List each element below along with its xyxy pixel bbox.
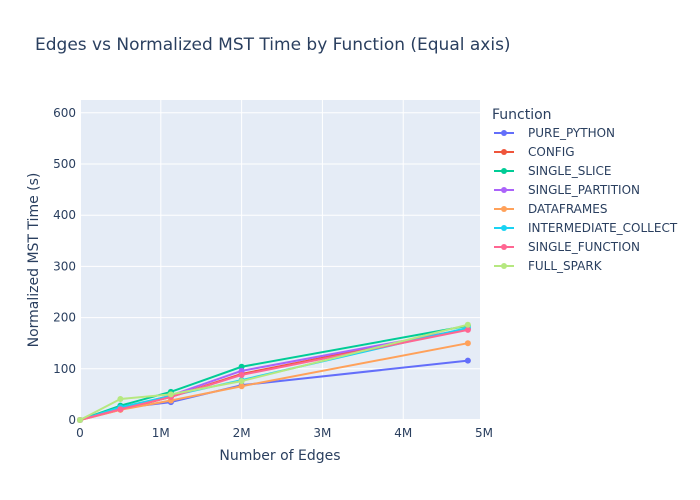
data-point bbox=[117, 396, 124, 403]
legend-label: INTERMEDIATE_COLLECT bbox=[528, 221, 678, 235]
data-point bbox=[238, 371, 245, 378]
legend-item[interactable]: SINGLE_SLICE bbox=[494, 164, 612, 178]
legend-label: PURE_PYTHON bbox=[528, 126, 615, 140]
x-tick-label: 5M bbox=[475, 426, 493, 440]
y-axis-title: Normalized MST Time (s) bbox=[26, 173, 42, 348]
data-point bbox=[464, 321, 471, 328]
x-tick-label: 2M bbox=[233, 426, 251, 440]
legend-label: SINGLE_PARTITION bbox=[528, 183, 640, 197]
legend-item[interactable]: DATAFRAMES bbox=[494, 202, 607, 216]
legend-swatch-marker bbox=[501, 168, 507, 174]
legend-item[interactable]: SINGLE_FUNCTION bbox=[494, 240, 640, 254]
legend-item[interactable]: INTERMEDIATE_COLLECT bbox=[494, 221, 678, 235]
data-point bbox=[117, 406, 124, 413]
y-tick-label: 500 bbox=[53, 157, 76, 171]
data-point bbox=[238, 378, 245, 385]
grid bbox=[79, 100, 485, 421]
x-tick-label: 0 bbox=[76, 426, 84, 440]
data-point bbox=[167, 391, 174, 398]
legend-label: SINGLE_FUNCTION bbox=[528, 240, 640, 254]
legend-label: FULL_SPARK bbox=[528, 259, 603, 273]
y-tick-label: 200 bbox=[53, 311, 76, 325]
data-point bbox=[464, 357, 471, 364]
x-tick-label: 3M bbox=[313, 426, 331, 440]
legend: PURE_PYTHON CONFIG SINGLE_SLICE SINGLE_PART… bbox=[494, 126, 678, 273]
y-tick-label: 300 bbox=[53, 259, 76, 273]
legend-swatch-marker bbox=[501, 263, 507, 269]
x-axis-title: Number of Edges bbox=[219, 448, 340, 464]
legend-swatch-marker bbox=[501, 244, 507, 250]
series-full-spark bbox=[77, 321, 471, 423]
y-tick-label: 400 bbox=[53, 208, 76, 222]
legend-swatch-marker bbox=[501, 130, 507, 136]
legend-swatch-marker bbox=[501, 187, 507, 193]
y-tick-label: 0 bbox=[68, 413, 76, 427]
data-point bbox=[238, 383, 245, 390]
legend-title: Function bbox=[492, 107, 552, 123]
legend-item[interactable]: PURE_PYTHON bbox=[494, 126, 615, 140]
x-tick-label: 4M bbox=[394, 426, 412, 440]
data-point bbox=[464, 326, 471, 333]
y-tick-label: 600 bbox=[53, 106, 76, 120]
legend-swatch-marker bbox=[501, 225, 507, 231]
tick-labels: 0 1M 2M 3M 4M 5M 0 100 200 300 400 500 600 bbox=[53, 106, 493, 440]
data-point bbox=[77, 417, 83, 423]
legend-item[interactable]: CONFIG bbox=[494, 145, 575, 159]
x-tick-label: 1M bbox=[152, 426, 170, 440]
legend-label: DATAFRAMES bbox=[528, 202, 607, 216]
legend-label: SINGLE_SLICE bbox=[528, 164, 612, 178]
chart-title: Edges vs Normalized MST Time by Function… bbox=[35, 35, 511, 55]
legend-item[interactable]: FULL_SPARK bbox=[494, 259, 603, 273]
legend-swatch-marker bbox=[501, 149, 507, 155]
data-point bbox=[464, 340, 471, 347]
legend-item[interactable]: SINGLE_PARTITION bbox=[494, 183, 640, 197]
series-layer bbox=[77, 321, 471, 423]
y-tick-label: 100 bbox=[53, 362, 76, 376]
legend-label: CONFIG bbox=[528, 145, 575, 159]
legend-swatch-marker bbox=[501, 206, 507, 212]
